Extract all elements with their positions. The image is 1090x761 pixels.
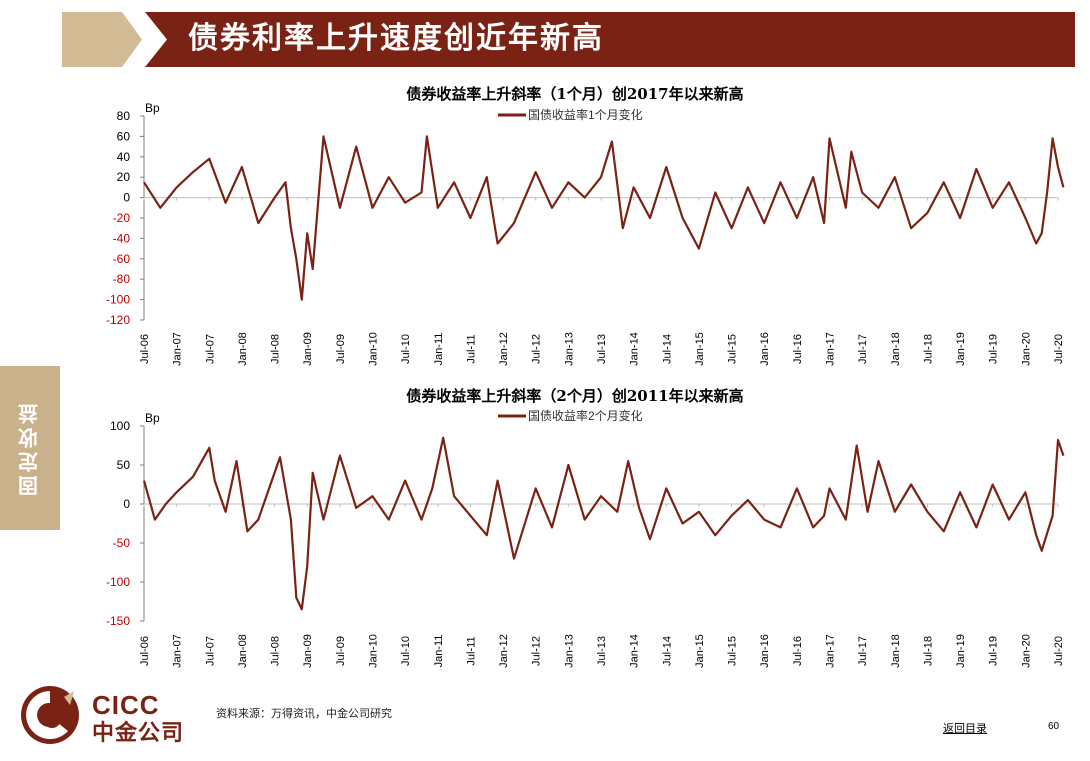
x-tick-label: Jul-12 <box>531 334 543 364</box>
x-tick-label: Jan-10 <box>368 332 380 366</box>
x-tick-label: Jan-19 <box>955 634 967 668</box>
x-tick-label: Jul-17 <box>857 334 869 364</box>
chart2: 100 50 0 -50 -100 -150 Jul-06 Jan-07 Jul-07 Jan-0… <box>106 408 1065 668</box>
x-tick-label: Jan-15 <box>694 332 706 366</box>
x-tick-label: Jan-18 <box>890 634 902 668</box>
y-tick-label: -20 <box>113 211 131 225</box>
x-tick-label: Jan-07 <box>172 634 184 668</box>
y-tick-label: -60 <box>113 252 131 266</box>
x-tick-label: Jul-07 <box>204 636 216 666</box>
legend-label: 国债收益率2个月变化 <box>528 408 643 423</box>
x-tick-label: Jul-19 <box>988 636 1000 666</box>
header-bar <box>145 12 1075 67</box>
x-tick-label: Jan-08 <box>237 634 249 668</box>
x-tick-label: Jan-17 <box>825 332 837 366</box>
chart1-title: 债券收益率上升斜率（1个月）创2017年以来新高 <box>406 85 744 103</box>
x-tick-label: Jul-08 <box>270 636 282 666</box>
back-to-contents-link[interactable]: 返回目录 <box>943 722 987 735</box>
x-tick-label: Jul-14 <box>661 334 673 364</box>
x-tick-label: Jul-18 <box>922 636 934 666</box>
x-tick-label: Jul-08 <box>270 334 282 364</box>
x-tick-label: Jan-10 <box>368 634 380 668</box>
x-tick-label: Jan-16 <box>759 634 771 668</box>
cicc-logo-icon <box>21 686 79 744</box>
x-tick-label: Jan-17 <box>825 634 837 668</box>
x-tick-label: Jan-13 <box>563 634 575 668</box>
section-tab: 固定收益 <box>0 366 60 530</box>
x-tick-label: Jan-16 <box>759 332 771 366</box>
y-tick-label: -150 <box>106 614 130 628</box>
x-tick-label: Jul-11 <box>465 334 477 363</box>
x-tick-label: Jul-10 <box>400 636 412 666</box>
x-tick-label: Jul-14 <box>661 636 673 666</box>
y-tick-label: -40 <box>113 231 131 245</box>
y-tick-label: -120 <box>106 313 130 327</box>
x-tick-label: Jul-06 <box>139 334 151 364</box>
x-tick-label: Jul-18 <box>922 334 934 364</box>
x-tick-label: Jan-14 <box>629 332 641 366</box>
x-tick-label: Jul-13 <box>596 334 608 364</box>
x-tick-label: Jan-12 <box>498 634 510 668</box>
x-tick-label: Jul-15 <box>727 334 739 364</box>
y-tick-label: -50 <box>113 536 131 550</box>
x-tick-label: Jul-09 <box>335 636 347 666</box>
x-tick-label: Jan-20 <box>1020 634 1032 668</box>
x-tick-label: Jan-12 <box>498 332 510 366</box>
page-number: 60 <box>1048 721 1060 732</box>
x-tick-label: Jul-20 <box>1053 636 1065 666</box>
x-tick-label: Jan-13 <box>563 332 575 366</box>
series-line <box>143 135 1065 301</box>
x-tick-label: Jan-11 <box>433 635 445 668</box>
source-note: 资料来源：万得资讯，中金公司研究 <box>216 707 392 720</box>
page-title: 债券利率上升速度创近年新高 <box>188 21 604 56</box>
chart1: 80 60 40 20 0 -20 -40 -60 -80 -100 -120 Jul-06 Jan-0… <box>106 101 1065 366</box>
y-tick-label: 0 <box>123 191 130 205</box>
x-tick-label: Jul-06 <box>139 636 151 666</box>
x-tick-label: Jul-17 <box>857 636 869 666</box>
y-tick-label: 40 <box>117 150 131 164</box>
x-tick-label: Jul-10 <box>400 334 412 364</box>
y-tick-label: 60 <box>117 129 131 143</box>
x-tick-label: Jan-20 <box>1020 332 1032 366</box>
x-tick-label: Jan-18 <box>890 332 902 366</box>
x-tick-label: Jul-13 <box>596 636 608 666</box>
y-tick-label: -100 <box>106 575 130 589</box>
x-tick-label: Jan-09 <box>302 634 314 668</box>
chart2-title: 债券收益率上升斜率（2个月）创2011年以来新高 <box>406 387 744 405</box>
x-tick-label: Jul-09 <box>335 334 347 364</box>
y-tick-label: -80 <box>113 272 131 286</box>
x-tick-label: Jul-20 <box>1053 334 1065 364</box>
x-tick-label: Jan-07 <box>172 332 184 366</box>
x-tick-label: Jan-11 <box>433 333 445 366</box>
x-tick-label: Jul-16 <box>792 636 804 666</box>
x-tick-label: Jul-15 <box>727 636 739 666</box>
y-unit-label: Bp <box>145 101 160 115</box>
x-tick-label: Jul-19 <box>988 334 1000 364</box>
x-tick-label: Jul-11 <box>465 636 477 665</box>
y-unit-label: Bp <box>145 411 160 425</box>
y-tick-label: 80 <box>117 109 131 123</box>
header-chevron <box>62 12 142 67</box>
y-tick-label: 0 <box>123 497 130 511</box>
legend-label: 国债收益率1个月变化 <box>528 107 643 122</box>
y-tick-label: 20 <box>117 170 131 184</box>
x-tick-label: Jul-16 <box>792 334 804 364</box>
x-tick-label: Jan-19 <box>955 332 967 366</box>
y-tick-label: 50 <box>117 458 131 472</box>
y-tick-label: -100 <box>106 293 130 307</box>
y-tick-label: 100 <box>110 419 130 433</box>
x-tick-label: Jul-12 <box>531 636 543 666</box>
x-tick-label: Jan-14 <box>629 634 641 668</box>
x-tick-label: Jan-09 <box>302 332 314 366</box>
x-tick-label: Jan-15 <box>694 634 706 668</box>
logo-text-cn: 中金公司 <box>92 720 185 745</box>
x-tick-label: Jan-08 <box>237 332 249 366</box>
x-tick-label: Jul-07 <box>204 334 216 364</box>
logo-text-en: CICC <box>92 690 160 720</box>
series-line <box>142 436 1065 611</box>
